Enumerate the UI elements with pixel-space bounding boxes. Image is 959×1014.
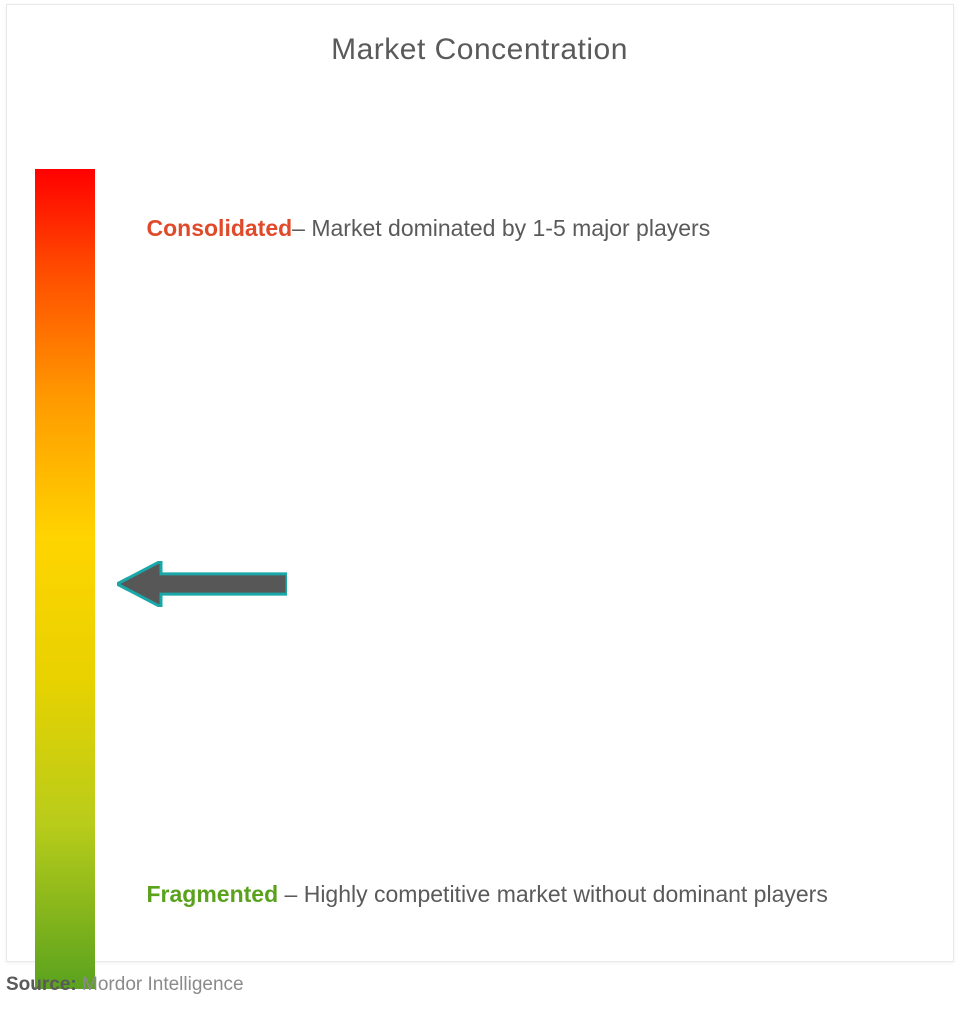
source-rest: Mordor Intelligence [77,974,244,995]
consolidated-head: Consolidated [147,215,293,241]
consolidated-rest: – Market dominated by 1-5 major players [292,215,710,241]
source-head: Source: [6,974,77,995]
consolidated-label: Consolidated– Market dominated by 1-5 ma… [147,201,711,255]
infographic-card: Market Concentration Consolidated– Marke… [6,4,954,962]
source-citation: Source: Mordor Intelligence [6,974,244,996]
fragmented-label: Fragmented – Highly competitive market w… [147,867,828,921]
fragmented-head: Fragmented [147,881,279,907]
arrow-left-icon [117,561,287,607]
fragmented-rest: – Highly competitive market without domi… [278,881,828,907]
position-arrow [117,561,287,612]
card-title: Market Concentration [7,33,953,67]
concentration-gradient-bar [35,169,95,989]
